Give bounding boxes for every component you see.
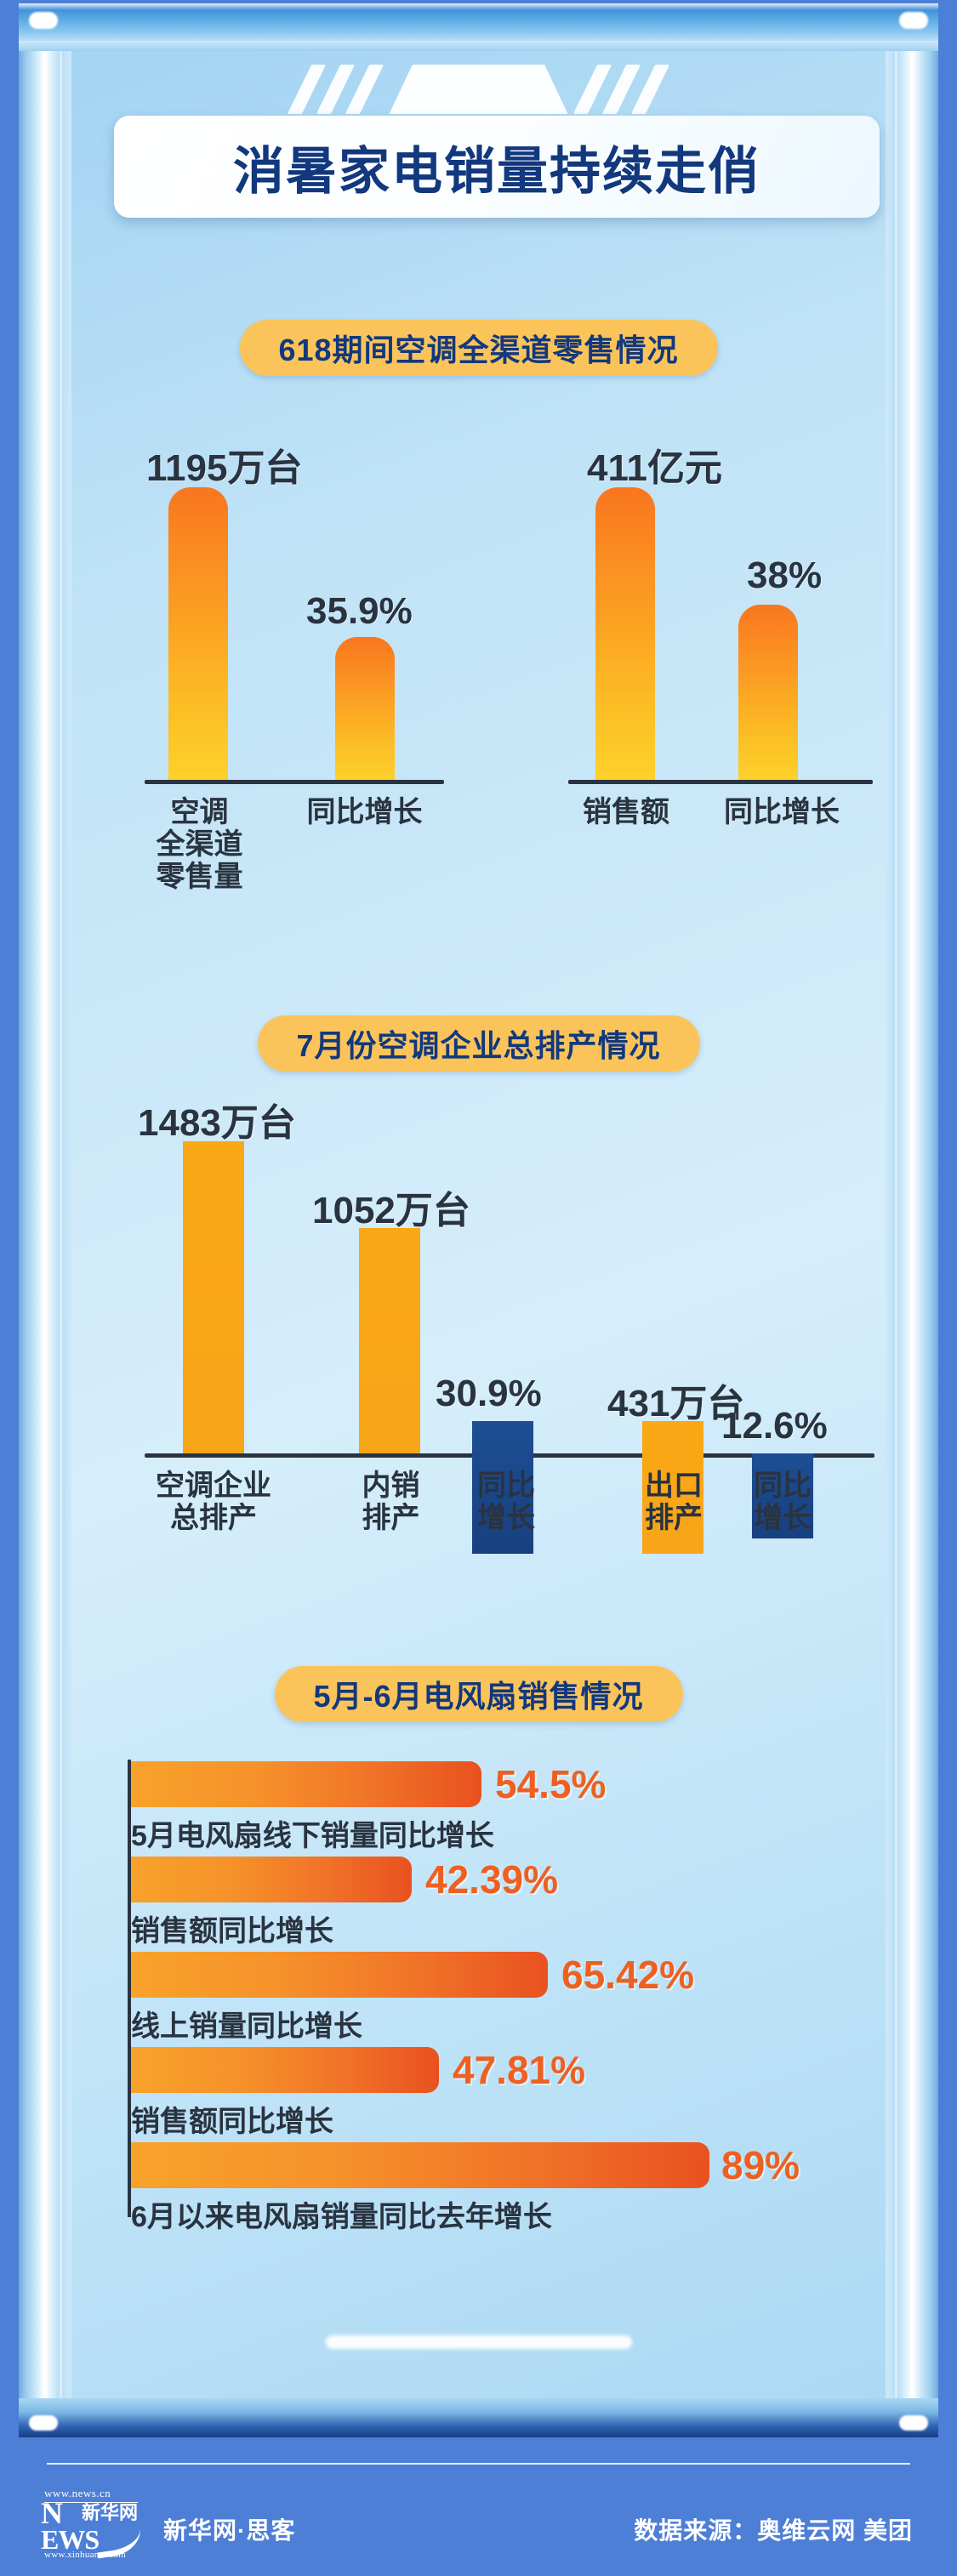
chart1-category-0: 空调 全渠道 零售量 — [156, 796, 243, 894]
chart2-bar-3-fill — [642, 1421, 704, 1554]
bottom-left-nub-icon — [29, 2415, 58, 2431]
logo-chinese: 新华网 — [82, 2502, 139, 2523]
chart-fan-sales: 54.5% 5月电风扇线下销量同比增长 42.39% 销售额同比增长 65.42… — [19, 1751, 938, 2244]
top-cap-shine — [19, 3, 938, 10]
chart3-value-0: 54.5% — [495, 1762, 607, 1806]
logo-news-text: EWS — [41, 2524, 100, 2555]
chart2-category-4: 同比 增长 — [754, 1470, 812, 1535]
logo-rule — [44, 2502, 138, 2503]
footer-divider — [47, 2463, 910, 2465]
chart3-category-3: 销售额同比增长 — [131, 2106, 333, 2138]
chart3-bar-3 — [131, 2047, 439, 2093]
top-left-nub-icon — [29, 12, 58, 29]
chart3-value-3: 47.81% — [453, 2048, 586, 2092]
top-cap-bar — [19, 3, 938, 41]
title-card: 消暑家电销量持续走俏 — [114, 116, 880, 218]
chart2-value-0: 1483万台 — [138, 1102, 296, 1144]
chart2-bar-4 — [752, 1453, 813, 1538]
chart2-category-2: 同比 增长 — [477, 1470, 535, 1535]
chart3-bar-0 — [131, 1761, 481, 1807]
chart2-bar-2-fill — [472, 1421, 533, 1554]
chart2-value-2: 30.9% — [436, 1373, 542, 1414]
chart3-category-4: 6月以来电风扇销量同比去年增长 — [131, 2201, 552, 2233]
chart1-value-0: 1195万台 — [146, 447, 303, 489]
logo-url-top: www.news.cn — [44, 2487, 111, 2499]
chart1-category-1: 同比增长 — [306, 796, 423, 828]
chart2-bar-1-fill — [359, 1228, 420, 1453]
logo-url-bottom: www.xinhuanet.com — [44, 2550, 127, 2560]
xinhua-logo: www.news.cn N 新华网 EWS www.xinhuanet.com — [41, 2487, 144, 2560]
chart1-value-2: 411亿元 — [587, 447, 722, 489]
chart2-category-1: 内销 排产 — [362, 1470, 420, 1535]
chart1-bar-2 — [595, 487, 655, 780]
chart1-bar-0 — [168, 487, 228, 780]
chart3-value-4: 89% — [721, 2143, 800, 2187]
chart1-axis-right — [568, 780, 873, 784]
poster-frame: 消暑家电销量持续走俏 618期间空调全渠道零售情况 1195万台 空调 全渠道 … — [19, 3, 938, 2437]
top-right-nub-icon — [899, 12, 928, 29]
bottom-cap-bar — [19, 2398, 938, 2437]
chart3-bar-1 — [131, 1857, 412, 1902]
chart2-category-3: 出口 排产 — [645, 1470, 703, 1535]
section-heading-ac-production: 7月份空调企业总排产情况 — [257, 1015, 700, 1072]
chart3-axis — [128, 1760, 131, 2217]
chart1-value-1: 35.9% — [306, 590, 413, 632]
chart1-category-2: 销售额 — [583, 796, 669, 828]
chart3-category-2: 线上销量同比增长 — [131, 2010, 362, 2043]
chart2-bar-0 — [183, 1141, 244, 1453]
chart1-bar-3-fill — [738, 605, 798, 780]
chart1-value-3: 38% — [747, 554, 823, 596]
chart-ac-retail: 1195万台 空调 全渠道 零售量 35.9% 同比增长 411亿元 销售额 3… — [19, 403, 938, 930]
chart2-bar-0-fill — [183, 1141, 244, 1453]
chart2-bar-1 — [359, 1228, 420, 1453]
chart1-bar-1-fill — [335, 637, 395, 780]
chart3-category-0: 5月电风扇线下销量同比增长 — [131, 1820, 494, 1852]
chart2-bar-2 — [472, 1421, 533, 1554]
section-heading-ac-retail: 618期间空调全渠道零售情况 — [239, 320, 718, 376]
section-heading-fan-sales: 5月-6月电风扇销售情况 — [274, 1666, 683, 1722]
page-title: 消暑家电销量持续走俏 — [233, 142, 760, 200]
chart2-value-1: 1052万台 — [312, 1190, 470, 1231]
chart2-category-0: 空调企业 总排产 — [156, 1470, 271, 1535]
footer-bar: www.news.cn N 新华网 EWS www.xinhuanet.com … — [0, 2437, 957, 2576]
chart1-bar-0-fill — [168, 487, 228, 780]
chart2-value-4: 12.6% — [721, 1405, 828, 1447]
logo-letter-n: N — [41, 2496, 63, 2530]
chart-ac-production: 1483万台 空调企业 总排产 1052万台 内销 排产 30.9% 同比 增长… — [19, 1092, 938, 1636]
footer-source: 数据来源：奥维云网 美团 — [634, 2517, 913, 2544]
bottom-right-nub-icon — [899, 2415, 928, 2431]
section-heading-label: 618期间空调全渠道零售情况 — [278, 333, 679, 367]
chart1-bar-2-fill — [595, 487, 655, 780]
chart1-axis-left — [145, 780, 444, 784]
chart3-value-1: 42.39% — [425, 1857, 559, 1902]
section-heading-label: 5月-6月电风扇销售情况 — [313, 1679, 644, 1714]
top-trapezoid-decoration — [389, 65, 568, 114]
bottom-streak-decoration — [325, 2335, 632, 2349]
top-cap-lip — [19, 41, 938, 51]
chart1-bar-3 — [738, 605, 798, 780]
footer-brand: 新华网·思客 — [163, 2517, 296, 2544]
chart3-bar-4 — [131, 2142, 709, 2188]
chart1-bar-1 — [335, 637, 395, 780]
chart3-category-1: 销售额同比增长 — [131, 1915, 333, 1948]
chart1-category-3: 同比增长 — [724, 796, 840, 828]
chart3-value-2: 65.42% — [561, 1953, 695, 1997]
chart2-value-3: 431万台 — [607, 1383, 745, 1424]
chart3-bar-2 — [131, 1952, 548, 1998]
section-heading-label: 7月份空调企业总排产情况 — [296, 1028, 661, 1063]
chart2-bar-4-fill — [752, 1453, 813, 1538]
chart2-bar-3 — [642, 1421, 704, 1554]
